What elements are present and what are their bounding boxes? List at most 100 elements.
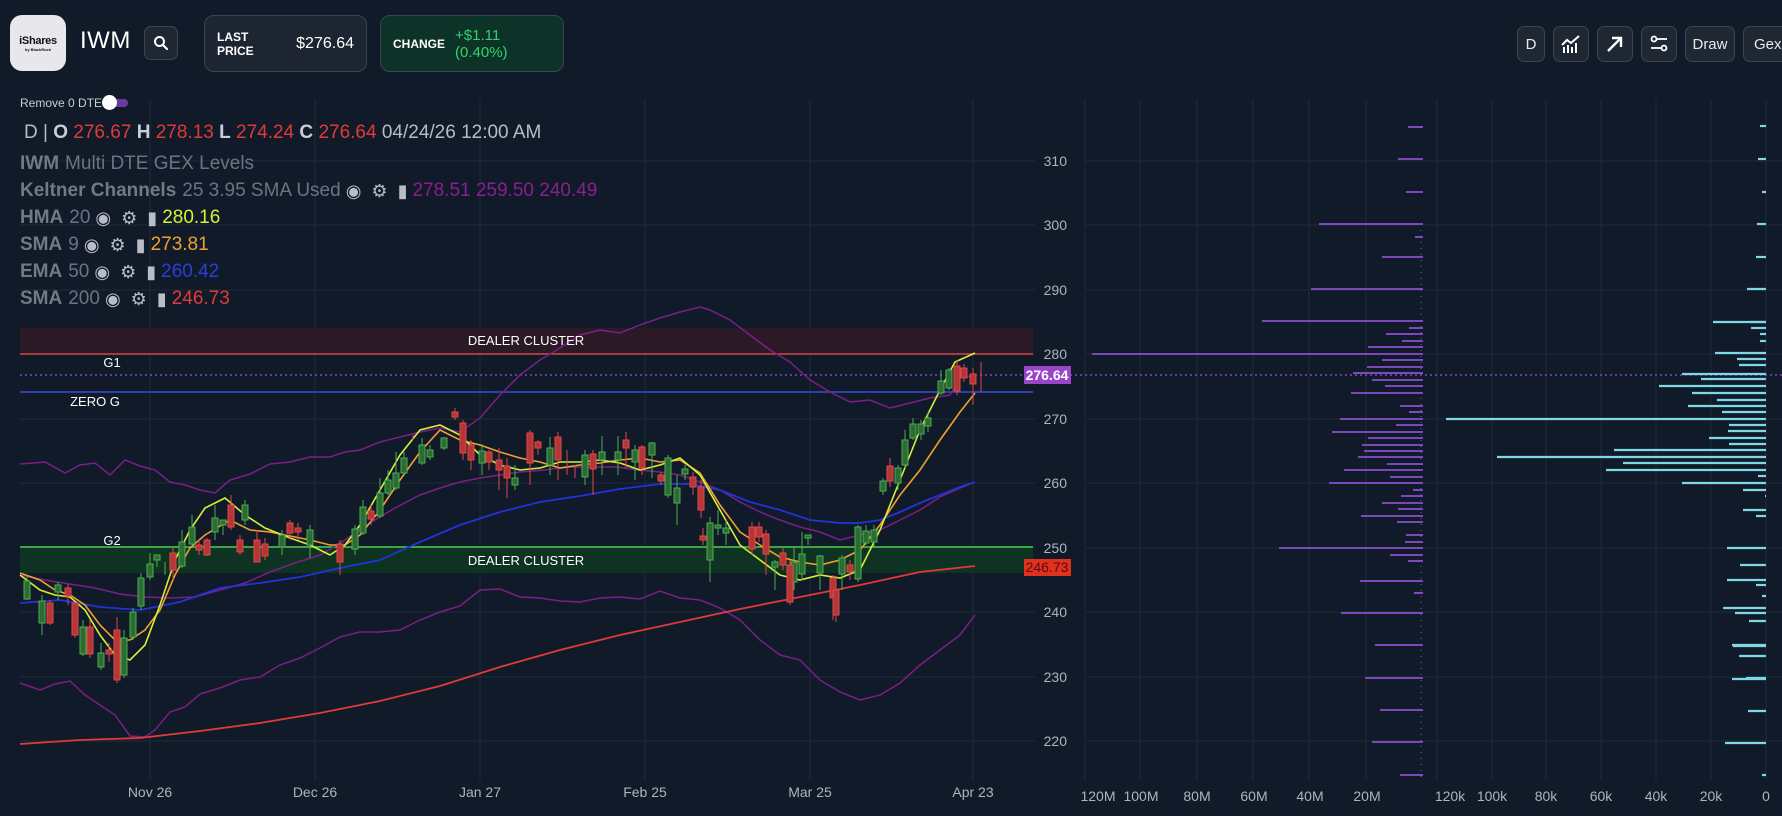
dealer-cluster-upper-label: DEALER CLUSTER — [468, 333, 584, 348]
eye-icon[interactable]: ◉ — [83, 234, 100, 255]
svg-text:40k: 40k — [1645, 788, 1669, 804]
legend-hma: HMA 20 ◉ ⚙ ▮ 280.16 — [20, 207, 221, 228]
svg-text:80k: 80k — [1535, 788, 1559, 804]
eye-icon[interactable]: ◉ — [95, 207, 112, 228]
svg-text:290: 290 — [1044, 282, 1068, 298]
legend-gex-levels: IWM Multi DTE GEX Levels — [20, 153, 255, 174]
change-value: +$1.11 (0.40%) — [455, 26, 508, 61]
sma9-line — [19, 392, 976, 641]
trend-line-button[interactable] — [1597, 26, 1633, 62]
svg-text:60k: 60k — [1590, 788, 1614, 804]
dealer-cluster-lower-label: DEALER CLUSTER — [468, 553, 584, 568]
svg-text:220: 220 — [1044, 733, 1068, 749]
ishares-logo: iShares by BlackRock — [10, 15, 66, 71]
gear-icon[interactable]: ⚙ — [120, 261, 137, 282]
svg-text:230: 230 — [1044, 669, 1068, 685]
eye-icon[interactable]: ◉ — [94, 261, 111, 282]
gex-histogram — [1092, 126, 1423, 776]
svg-text:Apr 23: Apr 23 — [952, 784, 993, 800]
draw-button[interactable]: Draw — [1685, 26, 1735, 62]
gear-icon[interactable]: ⚙ — [121, 207, 138, 228]
svg-text:120M: 120M — [1080, 788, 1115, 804]
g2-label: G2 — [103, 533, 120, 548]
trash-icon[interactable]: ▮ — [156, 288, 167, 309]
svg-text:Dec 26: Dec 26 — [293, 784, 338, 800]
keltner-lower-line — [19, 588, 976, 738]
gear-icon[interactable]: ⚙ — [109, 234, 126, 255]
gear-icon[interactable]: ⚙ — [371, 180, 388, 201]
ohlc-readout: D | O 276.67 H 278.13 L 274.24 C 276.64 … — [24, 122, 542, 143]
x-axis: Nov 26 Dec 26 Jan 27 Feb 25 Mar 25 Apr 23 — [128, 784, 994, 800]
remove-0dte-toggle[interactable] — [102, 95, 129, 110]
legend-keltner: Keltner Channels 25 3.95 SMA Used ◉ ⚙ ▮ … — [20, 180, 598, 201]
last-price-tag — [1024, 366, 1071, 384]
trash-icon[interactable]: ▮ — [147, 207, 158, 228]
svg-text:Feb 25: Feb 25 — [623, 784, 667, 800]
svg-text:Mar 25: Mar 25 — [788, 784, 832, 800]
svg-text:310: 310 — [1044, 153, 1068, 169]
price-chart[interactable]: DEALER CLUSTER G1 ZERO G G2 DEALER CLUST… — [0, 86, 1782, 816]
grid — [20, 100, 1782, 780]
open-interest-x-axis: 120k 100k 80k 60k 40k 20k 0 — [1435, 788, 1770, 804]
svg-text:270: 270 — [1044, 411, 1068, 427]
last-price-card: LAST PRICE $276.64 — [204, 15, 367, 72]
svg-text:246.73: 246.73 — [1026, 559, 1069, 575]
svg-text:0: 0 — [1762, 788, 1770, 804]
svg-text:20k: 20k — [1700, 788, 1724, 804]
eye-icon[interactable]: ◉ — [345, 180, 362, 201]
sliders-icon — [1650, 35, 1668, 52]
last-price-value: $276.64 — [296, 34, 354, 52]
open-value: 276.67 — [73, 122, 132, 143]
svg-text:80M: 80M — [1183, 788, 1210, 804]
interval-button[interactable]: D — [1517, 26, 1545, 62]
settings-sliders-button[interactable] — [1641, 26, 1677, 62]
svg-text:120k: 120k — [1435, 788, 1466, 804]
trash-icon[interactable]: ▮ — [146, 261, 157, 282]
close-value: 276.64 — [318, 122, 377, 143]
low-value: 274.24 — [236, 122, 295, 143]
open-interest-histogram — [1446, 124, 1766, 777]
change-card: CHANGE +$1.11 (0.40%) — [380, 15, 564, 72]
trash-icon[interactable]: ▮ — [397, 180, 408, 201]
trash-icon[interactable]: ▮ — [135, 234, 146, 255]
arrow-up-right-icon — [1607, 36, 1623, 52]
svg-text:300: 300 — [1044, 217, 1068, 233]
dealer-cluster-zone-upper — [20, 328, 1033, 354]
svg-text:280: 280 — [1044, 346, 1068, 362]
bar-datetime: 04/24/26 12:00 AM — [381, 122, 542, 143]
legend-ema50: EMA 50 ◉ ⚙ ▮ 260.42 — [20, 261, 220, 282]
svg-text:250: 250 — [1044, 540, 1068, 556]
svg-text:Nov 26: Nov 26 — [128, 784, 173, 800]
sma200-line — [19, 565, 976, 745]
svg-text:20M: 20M — [1353, 788, 1380, 804]
keltner-upper-line — [19, 306, 976, 494]
high-value: 278.13 — [155, 122, 214, 143]
svg-text:Jan 27: Jan 27 — [459, 784, 501, 800]
zero-g-label: ZERO G — [70, 394, 120, 409]
remove-0dte-control: Remove 0 DTE — [20, 95, 129, 110]
indicators-button[interactable] — [1553, 26, 1589, 62]
y-axis: 310 300 290 280 270 260 250 240 230 220 — [1044, 153, 1068, 749]
gex-button[interactable]: Gex — [1743, 26, 1782, 62]
svg-text:100M: 100M — [1123, 788, 1158, 804]
legend-sma200: SMA 200 ◉ ⚙ ▮ 246.73 — [20, 288, 230, 309]
svg-text:260: 260 — [1044, 475, 1068, 491]
top-bar: iShares by BlackRock IWM LAST PRICE $276… — [0, 0, 1782, 86]
svg-text:100k: 100k — [1477, 788, 1508, 804]
sma200-price-tag — [1024, 559, 1071, 576]
gex-x-axis: 120M 100M 80M 60M 40M 20M — [1080, 788, 1380, 804]
chart-indicators-icon — [1561, 35, 1580, 53]
search-button[interactable] — [144, 26, 178, 60]
legend-sma9: SMA 9 ◉ ⚙ ▮ 273.81 — [20, 234, 209, 255]
gear-icon[interactable]: ⚙ — [130, 288, 147, 309]
candlesticks — [23, 360, 982, 683]
eye-icon[interactable]: ◉ — [104, 288, 121, 309]
g1-label: G1 — [103, 355, 120, 370]
svg-text:40M: 40M — [1296, 788, 1323, 804]
search-icon — [154, 36, 169, 51]
ticker-symbol: IWM — [80, 27, 131, 54]
svg-text:60M: 60M — [1240, 788, 1267, 804]
remove-0dte-label: Remove 0 DTE — [20, 96, 103, 110]
svg-text:240: 240 — [1044, 604, 1068, 620]
hma20-line — [19, 352, 976, 661]
